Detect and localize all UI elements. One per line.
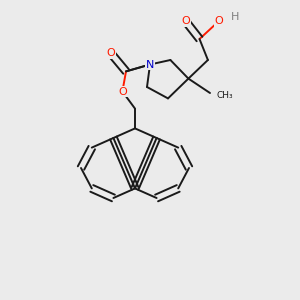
Text: O: O [118,86,127,97]
Text: O: O [214,16,224,26]
Text: O: O [181,16,190,26]
Text: CH₃: CH₃ [217,91,233,100]
Text: N: N [146,59,154,70]
Text: O: O [106,48,116,59]
Text: H: H [230,12,239,22]
